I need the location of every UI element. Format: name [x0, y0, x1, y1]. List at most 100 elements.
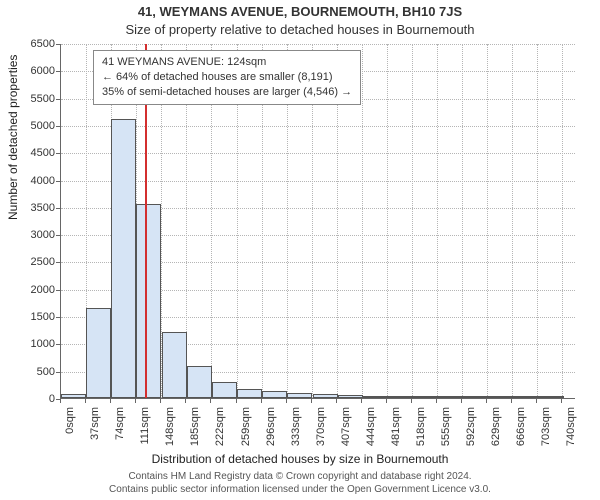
xtick-mark [511, 399, 512, 403]
x-axis-label: Distribution of detached houses by size … [0, 452, 600, 466]
xtick-label: 222sqm [214, 407, 226, 446]
histogram-bar [136, 204, 161, 398]
xtick-label: 296sqm [265, 407, 277, 446]
xtick-mark [110, 399, 111, 403]
y-axis-label: Number of detached properties [6, 55, 20, 220]
xtick-mark [436, 399, 437, 403]
xtick-mark [461, 399, 462, 403]
xtick-label: 0sqm [64, 407, 76, 434]
ytick-label: 2500 [5, 256, 55, 268]
xtick-mark [135, 399, 136, 403]
gridline-v [537, 44, 538, 398]
ytick-label: 6000 [5, 65, 55, 77]
histogram-bar [313, 394, 338, 398]
gridline-v [487, 44, 488, 398]
xtick-label: 407sqm [340, 407, 352, 446]
histogram-bar [489, 396, 514, 398]
chart-title-main: 41, WEYMANS AVENUE, BOURNEMOUTH, BH10 7J… [0, 4, 600, 19]
xtick-label: 629sqm [490, 407, 502, 446]
footnote: Contains HM Land Registry data © Crown c… [0, 471, 600, 496]
xtick-mark [261, 399, 262, 403]
xtick-label: 740sqm [565, 407, 577, 446]
xtick-label: 74sqm [114, 407, 126, 440]
gridline-v [387, 44, 388, 398]
annotation-box: 41 WEYMANS AVENUE: 124sqm ← 64% of detac… [93, 50, 361, 105]
ytick-label: 5000 [5, 120, 55, 132]
xtick-label: 555sqm [440, 407, 452, 446]
xtick-label: 703sqm [540, 407, 552, 446]
histogram-bar [237, 389, 262, 398]
xtick-mark [336, 399, 337, 403]
xtick-mark [411, 399, 412, 403]
histogram-bar [539, 396, 564, 398]
xtick-mark [185, 399, 186, 403]
ytick-label: 4500 [5, 147, 55, 159]
histogram-bar [111, 119, 136, 398]
footnote-line1: Contains HM Land Registry data © Crown c… [0, 471, 600, 484]
footnote-line2: Contains public sector information licen… [0, 484, 600, 497]
xtick-mark [311, 399, 312, 403]
ytick-label: 6500 [5, 38, 55, 50]
ytick-label: 1500 [5, 311, 55, 323]
ytick-label: 2000 [5, 284, 55, 296]
xtick-label: 370sqm [315, 407, 327, 446]
xtick-label: 592sqm [465, 407, 477, 446]
histogram-bar [363, 396, 388, 398]
annotation-line3: 35% of semi-detached houses are larger (… [102, 85, 352, 100]
histogram-bar [464, 396, 489, 398]
histogram-bar [187, 366, 212, 398]
histogram-bar [162, 332, 187, 398]
histogram-bar [86, 308, 111, 398]
xtick-label: 185sqm [189, 407, 201, 446]
gridline-v [462, 44, 463, 398]
histogram-bar [287, 393, 312, 398]
ytick-label: 4000 [5, 175, 55, 187]
xtick-mark [60, 399, 61, 403]
xtick-mark [486, 399, 487, 403]
xtick-mark [361, 399, 362, 403]
xtick-label: 148sqm [164, 407, 176, 446]
histogram-bar [338, 395, 363, 398]
ytick-label: 5500 [5, 93, 55, 105]
xtick-mark [210, 399, 211, 403]
gridline-v [562, 44, 563, 398]
gridline-v [362, 44, 363, 398]
histogram-bar [388, 396, 413, 398]
annotation-line1: 41 WEYMANS AVENUE: 124sqm [102, 55, 352, 70]
xtick-label: 518sqm [415, 407, 427, 446]
histogram-bar [438, 396, 463, 398]
chart-container: 41, WEYMANS AVENUE, BOURNEMOUTH, BH10 7J… [0, 0, 600, 500]
xtick-label: 444sqm [365, 407, 377, 446]
histogram-bar [61, 394, 86, 398]
xtick-mark [561, 399, 562, 403]
histogram-bar [514, 396, 539, 398]
gridline-h [61, 126, 575, 127]
xtick-label: 666sqm [515, 407, 527, 446]
xtick-label: 259sqm [240, 407, 252, 446]
ytick-label: 3500 [5, 202, 55, 214]
gridline-v [412, 44, 413, 398]
gridline-h [61, 181, 575, 182]
xtick-mark [236, 399, 237, 403]
ytick-label: 1000 [5, 338, 55, 350]
gridline-h [61, 153, 575, 154]
xtick-label: 111sqm [139, 407, 151, 445]
xtick-mark [386, 399, 387, 403]
ytick-label: 3000 [5, 229, 55, 241]
xtick-mark [85, 399, 86, 403]
ytick-label: 0 [5, 393, 55, 405]
gridline-h [61, 44, 575, 45]
plot-area: 41 WEYMANS AVENUE: 124sqm ← 64% of detac… [60, 44, 575, 399]
xtick-label: 37sqm [89, 407, 101, 440]
xtick-mark [286, 399, 287, 403]
ytick-label: 500 [5, 366, 55, 378]
histogram-bar [262, 391, 287, 398]
xtick-mark [536, 399, 537, 403]
histogram-bar [413, 396, 438, 398]
xtick-label: 481sqm [390, 407, 402, 446]
annotation-line2: ← 64% of detached houses are smaller (8,… [102, 70, 352, 85]
gridline-v [512, 44, 513, 398]
xtick-mark [160, 399, 161, 403]
histogram-bar [212, 382, 237, 398]
gridline-v [437, 44, 438, 398]
